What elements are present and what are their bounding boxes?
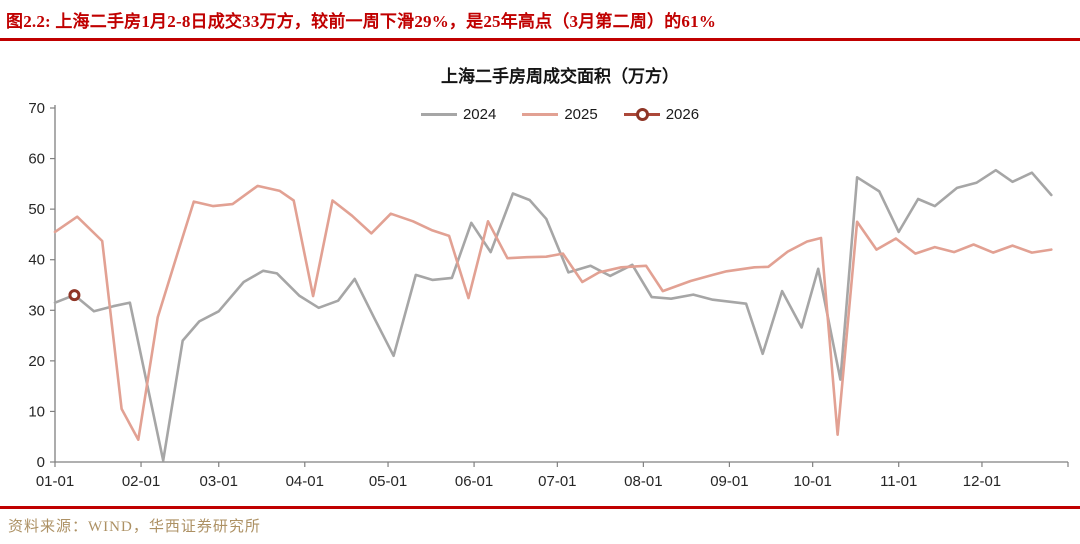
series-line-2024 [53, 168, 1053, 462]
legend-item-2026: 2026 [623, 106, 700, 123]
legend-ring-marker-icon [635, 108, 649, 121]
y-tick-label: 30 [28, 302, 45, 319]
x-tick-label: 05-01 [369, 473, 407, 490]
x-tick-label: 09-01 [710, 473, 748, 490]
x-tick-label: 04-01 [286, 473, 324, 490]
series-line-2025 [53, 184, 1053, 442]
x-tick-label: 12-01 [963, 473, 1001, 490]
bottom-divider-rule [0, 506, 1080, 509]
y-tick-label: 0 [37, 454, 45, 471]
legend-label-2025: 2025 [564, 106, 598, 123]
legend-label-2026: 2026 [665, 106, 700, 123]
legend-label-2024: 2024 [462, 106, 497, 123]
series-marker-2026 [68, 289, 81, 302]
legend-item-2025: 2025 [522, 106, 598, 123]
top-divider-rule [0, 38, 1080, 41]
x-tick-label: 08-01 [624, 473, 662, 490]
legend-item-2024: 2024 [420, 106, 497, 123]
x-tick-label: 06-01 [455, 473, 493, 490]
y-tick-label: 40 [28, 252, 45, 269]
y-tick-label: 20 [28, 353, 45, 370]
x-tick-label: 03-01 [200, 473, 238, 490]
legend-line-swatch-2025 [522, 113, 559, 116]
y-tick-label: 60 [28, 151, 45, 168]
legend-line-swatch-2026 [623, 108, 660, 121]
x-tick-label: 07-01 [538, 473, 576, 490]
x-tick-label: 11-01 [880, 473, 917, 490]
data-source-note: 资料来源：WIND，华西证券研究所 [8, 519, 261, 535]
y-tick-label: 70 [28, 100, 45, 117]
legend-line-swatch-2024 [420, 113, 457, 116]
x-tick-label: 02-01 [122, 473, 160, 490]
chart-legend: 2024 2025 2026 [40, 106, 1080, 123]
report-title: 图2.2: 上海二手房1月2-8日成交33万方，较前一周下滑29%，是25年高点… [6, 12, 717, 31]
chart-title: 上海二手房周成交面积（万方） [441, 67, 679, 86]
x-tick-label: 10-01 [793, 473, 831, 490]
x-tick-label: 01-01 [36, 473, 74, 490]
y-tick-label: 50 [28, 201, 45, 218]
y-tick-label: 10 [28, 403, 45, 420]
